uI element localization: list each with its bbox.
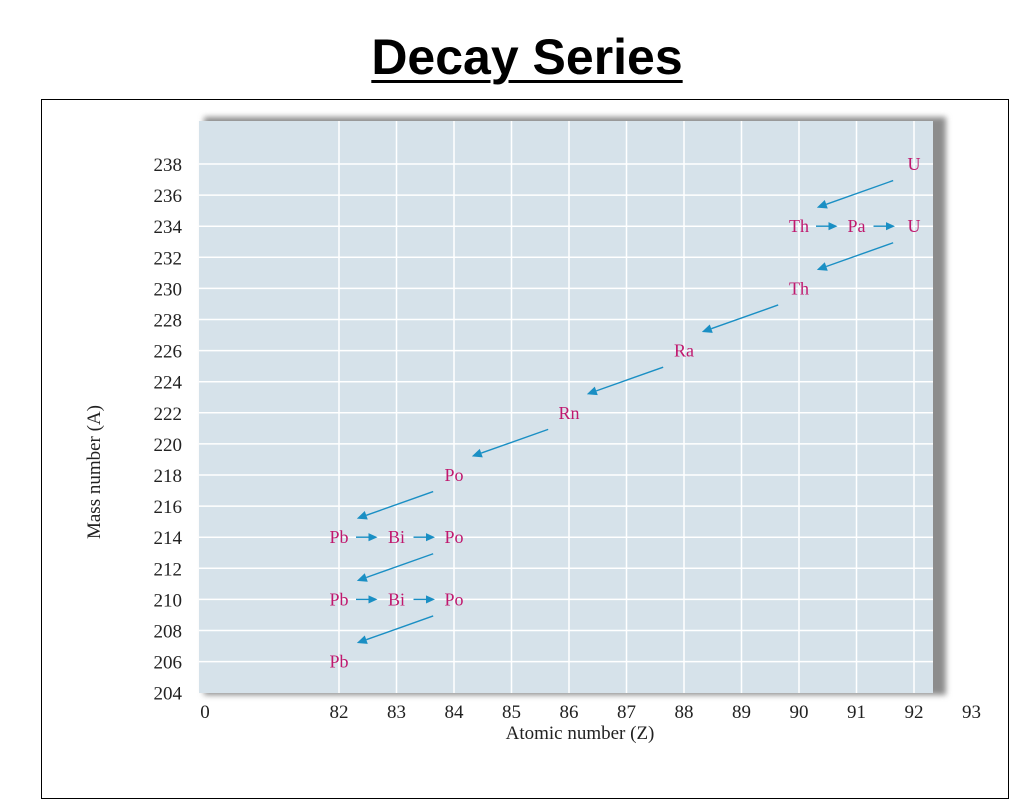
decay-arrow xyxy=(356,615,434,644)
x-tick-label: 91 xyxy=(847,702,866,723)
plot-area xyxy=(199,121,933,693)
nuclide-label: Po xyxy=(444,589,463,609)
x-tick-label: 90 xyxy=(790,702,809,723)
y-axis-label: Mass number (A) xyxy=(84,405,105,539)
nuclide-label: Po xyxy=(444,465,463,485)
nuclide-label: U xyxy=(908,154,921,174)
decay-arrow xyxy=(816,242,894,271)
x-tick-label: 82 xyxy=(330,702,349,723)
y-tick-label: 236 xyxy=(154,186,183,207)
nuclide-label: Th xyxy=(789,278,809,298)
y-tick-label: 212 xyxy=(154,559,183,580)
page-title: Decay Series xyxy=(371,29,683,85)
decay-arrow xyxy=(356,533,378,542)
y-tick-label: 218 xyxy=(154,466,183,487)
decay-arrow xyxy=(356,490,434,520)
x-tick-label: 88 xyxy=(675,702,694,723)
nuclide-label: Pb xyxy=(329,652,348,672)
decay-arrow xyxy=(586,366,664,396)
x-tick-label: 83 xyxy=(387,702,406,723)
decay-arrow xyxy=(356,595,378,604)
nuclide-label: Pb xyxy=(329,527,348,547)
y-tick-label: 228 xyxy=(154,311,183,332)
x-tick-label: 89 xyxy=(732,702,751,723)
nuclide-label: Bi xyxy=(388,527,405,547)
decay-arrow xyxy=(701,304,779,333)
x-tick-label: 84 xyxy=(445,702,465,723)
x-tick-label: 0 xyxy=(200,702,210,723)
nuclide-label: Pb xyxy=(329,589,348,609)
decay-arrow xyxy=(356,553,434,582)
y-tick-label: 226 xyxy=(154,342,183,363)
decay-arrow xyxy=(413,595,435,604)
y-tick-label: 208 xyxy=(154,622,183,643)
nuclide-label: Th xyxy=(789,216,809,236)
x-tick-label: 85 xyxy=(502,702,521,723)
nuclide-label: Bi xyxy=(388,589,405,609)
nuclide-label: Pa xyxy=(848,216,866,236)
x-tick-label: 92 xyxy=(905,702,924,723)
y-tick-label: 216 xyxy=(154,497,183,518)
decay-series-chart: U Th Pa U Th Ra Rn Po Pb Bi Po Pb Bi Po Pb Mass number… xyxy=(84,117,981,744)
y-tick-label: 206 xyxy=(154,653,183,674)
x-tick-label: 87 xyxy=(617,702,636,723)
decay-arrow xyxy=(413,533,435,542)
nuclide-label: U xyxy=(908,216,921,236)
nuclide-label: Rn xyxy=(558,403,579,423)
y-tick-label: 230 xyxy=(154,279,183,300)
y-tick-label: 234 xyxy=(154,217,183,238)
decay-arrow xyxy=(873,222,895,231)
y-tick-label: 224 xyxy=(154,373,183,394)
chart-frame: U Th Pa U Th Ra Rn Po Pb Bi Po Pb Bi Po Pb Mass number… xyxy=(41,99,1009,799)
x-axis-label: Atomic number (Z) xyxy=(506,723,655,744)
y-tick-label: 220 xyxy=(154,435,183,456)
nuclide-label: Po xyxy=(444,527,463,547)
y-tick-label: 232 xyxy=(154,248,183,269)
decay-arrow xyxy=(816,222,838,231)
y-tick-label: 204 xyxy=(154,684,183,705)
decay-arrow xyxy=(471,428,549,458)
x-tick-label: 93 xyxy=(962,702,981,723)
y-tick-label: 210 xyxy=(154,590,183,611)
x-tick-label: 86 xyxy=(560,702,579,723)
y-tick-label: 214 xyxy=(154,528,183,549)
nuclide-label: Ra xyxy=(674,341,694,361)
decay-arrow xyxy=(816,179,894,209)
y-tick-label: 222 xyxy=(154,404,183,425)
y-tick-label: 238 xyxy=(154,155,183,176)
